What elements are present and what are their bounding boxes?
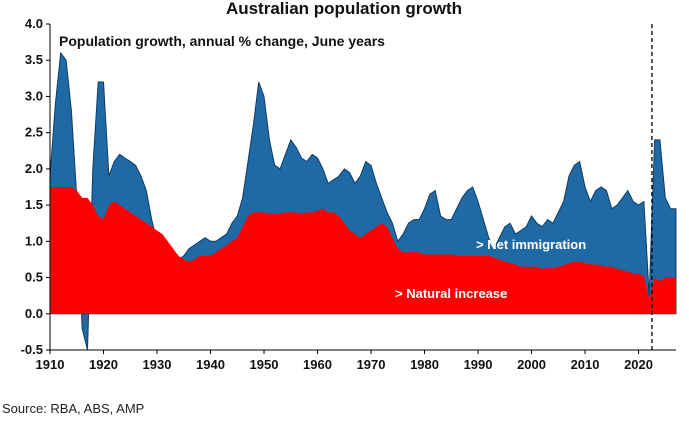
chart-subtitle: Population growth, annual % change, June… — [59, 33, 385, 49]
natural-increase-area — [50, 187, 676, 314]
x-tick-label: 1960 — [303, 357, 332, 372]
x-tick-label: 2020 — [624, 357, 653, 372]
y-tick-label: 0.5 — [25, 270, 43, 285]
y-tick-label: 4.0 — [25, 16, 43, 31]
y-tick-label: 2.5 — [25, 125, 43, 140]
x-tick-label: 1950 — [250, 357, 279, 372]
x-tick-label: 1930 — [143, 357, 172, 372]
y-tick-label: -0.5 — [21, 342, 43, 357]
x-tick-label: 2010 — [571, 357, 600, 372]
x-tick-label: 1920 — [89, 357, 118, 372]
x-tick-label: 1990 — [464, 357, 493, 372]
y-axis-ticks: 4.0 3.5 3.0 2.5 2.0 1.5 1.0 0.5 0.0 -0.5 — [21, 16, 50, 357]
chart-title: Australian population growth — [226, 0, 462, 18]
y-tick-label: 2.0 — [25, 161, 43, 176]
y-tick-label: 1.5 — [25, 197, 43, 212]
net-immigration-label: > Net immigration — [476, 237, 586, 252]
y-tick-label: 0.0 — [25, 306, 43, 321]
x-tick-label: 1910 — [36, 357, 65, 372]
x-tick-label: 1980 — [410, 357, 439, 372]
x-tick-label: 2000 — [517, 357, 546, 372]
x-tick-label: 1970 — [357, 357, 386, 372]
plot-area: 4.0 3.5 3.0 2.5 2.0 1.5 1.0 0.5 0.0 -0.5 1910 1920… — [21, 16, 677, 372]
y-tick-label: 3.5 — [25, 52, 43, 67]
y-tick-label: 1.0 — [25, 233, 43, 248]
y-tick-label: 3.0 — [25, 88, 43, 103]
x-tick-label: 1940 — [196, 357, 225, 372]
natural-increase-label: > Natural increase — [395, 286, 507, 301]
x-axis-ticks: 1910 1920 1930 1940 1950 1960 1970 1980 1990 2000… — [36, 350, 653, 372]
source-note: Source: RBA, ABS, AMP — [2, 401, 144, 416]
